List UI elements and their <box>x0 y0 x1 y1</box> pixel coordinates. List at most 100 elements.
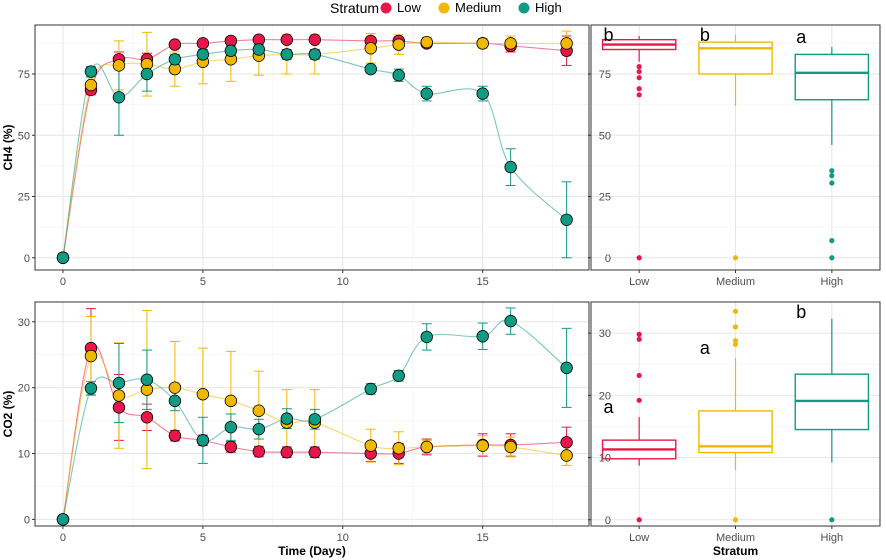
significance-letter-low: a <box>604 397 615 417</box>
data-point-high <box>504 160 517 174</box>
outlier-low <box>636 336 642 342</box>
outlier-medium <box>732 341 739 347</box>
y-axis-title: CH4 (%) <box>1 124 15 170</box>
data-point-high <box>476 87 489 100</box>
data-point-low <box>252 445 266 458</box>
data-point-medium <box>504 37 517 50</box>
legend-label-medium: Medium <box>455 0 501 15</box>
data-point-low <box>168 429 182 442</box>
outlier-low <box>636 255 642 261</box>
legend-label-low: Low <box>397 0 421 15</box>
y-tick-label: 75 <box>599 69 611 81</box>
x-tick-label: 15 <box>477 276 489 288</box>
data-point-high <box>280 48 294 61</box>
data-point-high <box>196 48 210 61</box>
data-point-high <box>420 87 433 100</box>
data-point-high <box>168 53 182 66</box>
outlier-medium <box>732 255 739 261</box>
x-tick-label: Medium <box>716 532 755 544</box>
significance-letter-medium: a <box>700 338 711 358</box>
outlier-low <box>636 75 642 81</box>
y-tick-label: 75 <box>18 69 30 81</box>
data-point-medium <box>560 37 573 50</box>
box-medium <box>698 41 773 75</box>
outlier-low <box>636 372 642 379</box>
legend-label-high: High <box>535 0 562 15</box>
data-point-high <box>308 48 321 61</box>
x-tick-label: 5 <box>200 276 206 288</box>
co2-box-panel: a a b Low Medium High 0 10 20 30 Stratum <box>588 301 881 558</box>
data-point-medium <box>392 38 405 51</box>
outlier-high <box>829 180 835 186</box>
data-point-high <box>560 213 573 226</box>
x-tick-label: Low <box>629 276 649 288</box>
y-tick-label: 25 <box>599 192 611 204</box>
y-tick-label: 0 <box>24 514 30 526</box>
x-tick-label: 5 <box>200 532 206 544</box>
data-point-medium <box>112 59 126 72</box>
x-tick-label: 0 <box>60 276 66 288</box>
outlier-low <box>636 517 642 523</box>
data-point-high <box>420 330 433 344</box>
data-point-high <box>252 43 266 56</box>
outlier-low <box>636 331 642 337</box>
x-tick-label: 0 <box>60 532 66 544</box>
legend-key-high <box>518 2 530 14</box>
data-point-high <box>112 376 126 390</box>
x-tick-label: High <box>821 532 844 544</box>
x-tick-label: 10 <box>337 276 349 288</box>
ch4-time-panel: 0 25 50 75 0 5 10 15 CH4 (%) <box>1 24 590 288</box>
data-point-medium <box>168 381 182 394</box>
data-point-medium <box>112 389 126 402</box>
data-point-medium <box>420 440 433 454</box>
y-tick-label: 25 <box>18 192 30 204</box>
data-point-medium <box>476 439 489 452</box>
y-tick-label: 0 <box>24 253 30 265</box>
outlier-medium <box>732 517 739 523</box>
significance-letter-low: b <box>604 25 614 45</box>
data-point-medium <box>84 349 98 363</box>
y-tick-label: 0 <box>605 253 611 265</box>
y-tick-label: 30 <box>18 317 30 329</box>
data-point-high <box>224 44 238 57</box>
outlier-high <box>829 168 835 174</box>
data-point-high <box>280 412 294 425</box>
ch4-box-panel: b b a Low Medium High 0 25 50 75 <box>588 24 881 288</box>
data-point-medium <box>196 388 210 401</box>
data-point-high <box>56 513 70 526</box>
y-tick-label: 20 <box>18 383 30 395</box>
outlier-high <box>829 517 835 523</box>
data-point-low <box>308 446 321 459</box>
data-point-high <box>112 91 126 104</box>
x-axis-title: Stratum <box>713 544 758 558</box>
y-tick-label: 10 <box>18 449 30 461</box>
outlier-low <box>636 68 642 75</box>
data-point-low <box>196 37 210 50</box>
data-point-high <box>140 373 154 386</box>
co2-time-panel: 0 10 20 30 0 5 10 15 CO2 (%) Time (Days) <box>1 301 590 558</box>
data-point-low <box>140 411 154 424</box>
data-point-medium <box>364 439 377 452</box>
outlier-low <box>636 64 642 70</box>
y-tick-label: 30 <box>599 328 611 340</box>
data-point-high <box>252 422 266 436</box>
data-point-medium <box>392 442 405 455</box>
data-point-high <box>140 67 154 81</box>
panel-border <box>34 24 590 271</box>
data-point-high <box>392 69 405 82</box>
data-point-low <box>308 33 321 46</box>
data-point-high <box>392 369 405 382</box>
box-high <box>794 53 870 101</box>
outlier-low <box>636 86 642 92</box>
data-point-low <box>168 38 182 51</box>
outlier-medium <box>732 337 739 344</box>
x-tick-label: High <box>821 276 844 288</box>
legend-key-medium <box>438 2 450 14</box>
y-tick-label: 0 <box>605 515 611 527</box>
data-point-medium <box>560 449 573 462</box>
data-point-low <box>224 440 238 454</box>
data-point-medium <box>504 440 517 454</box>
outlier-low <box>636 397 642 403</box>
data-point-high <box>308 413 321 426</box>
